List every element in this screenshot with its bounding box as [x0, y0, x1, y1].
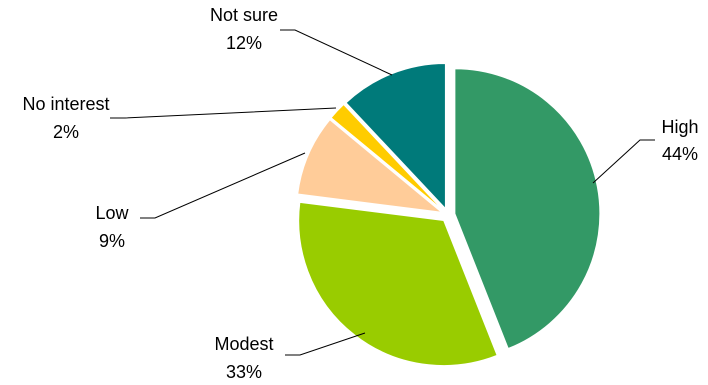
slice-label-not-sure: Not sure — [210, 5, 278, 25]
pie-slice-no-interest — [330, 103, 444, 211]
slice-label-no-interest: No interest — [22, 94, 109, 114]
slice-value-not-sure: 12% — [226, 33, 262, 53]
slice-label-modest: Modest — [214, 334, 273, 354]
leader-lines — [110, 29, 655, 356]
pie-slice-modest — [298, 201, 498, 366]
slice-value-modest: 33% — [226, 362, 262, 382]
pie-slice-low — [297, 119, 444, 213]
leader-line-high — [592, 139, 655, 184]
pie-slice-not-sure — [345, 62, 446, 210]
leader-line-low — [140, 152, 306, 219]
slice-label-high: High — [661, 117, 698, 137]
slice-label-low: Low — [95, 203, 129, 223]
slice-value-high: 44% — [662, 144, 698, 164]
pie-slice-high — [454, 68, 601, 350]
pie-slices — [297, 62, 601, 366]
slice-value-low: 9% — [99, 231, 125, 251]
leader-line-no-interest — [110, 107, 337, 119]
slice-value-no-interest: 2% — [53, 122, 79, 142]
leader-line-modest — [285, 332, 366, 356]
leader-line-not-sure — [280, 29, 393, 76]
